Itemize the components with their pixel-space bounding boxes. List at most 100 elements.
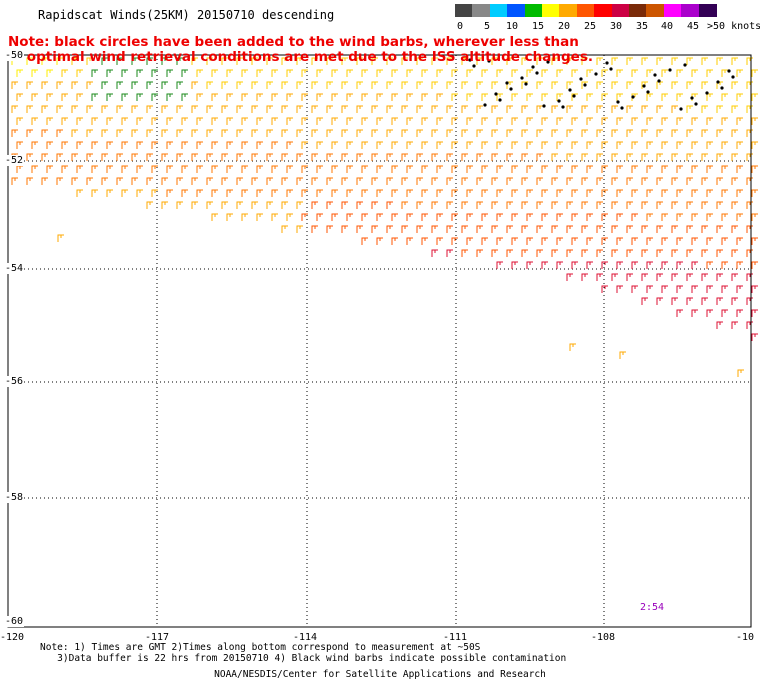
wind-barb <box>491 129 498 137</box>
wind-barb <box>706 93 713 101</box>
wind-barb <box>716 297 723 305</box>
wind-barb <box>506 201 513 209</box>
wind-barb <box>656 297 663 305</box>
wind-barb <box>56 177 63 185</box>
wind-barb <box>296 57 303 65</box>
wind-barb <box>721 69 728 77</box>
wind-barbs <box>11 57 758 377</box>
wind-barb <box>361 189 368 197</box>
wind-barb <box>211 69 218 77</box>
wind-barb <box>401 201 408 209</box>
wind-barb <box>341 57 348 65</box>
wind-barb <box>236 105 243 113</box>
wind-barb <box>601 285 608 293</box>
wind-barb <box>251 201 258 209</box>
wind-barb <box>176 153 183 161</box>
wind-barb <box>671 81 678 89</box>
wind-barb <box>451 93 458 101</box>
wind-barb <box>316 213 323 221</box>
wind-barb <box>566 57 573 65</box>
wind-barb <box>136 141 143 149</box>
wind-barb <box>196 93 203 101</box>
wind-barb <box>451 117 458 125</box>
wind-barb <box>166 165 173 173</box>
contamination-dot <box>557 99 561 103</box>
wind-barb <box>596 105 603 113</box>
wind-barb <box>226 69 233 77</box>
wind-barb <box>571 117 578 125</box>
wind-barb <box>421 141 428 149</box>
wind-barb <box>646 165 653 173</box>
lat-label-56: -56 <box>4 376 25 387</box>
wind-barb <box>191 57 198 65</box>
wind-barb <box>416 57 423 65</box>
wind-barb <box>686 201 693 209</box>
wind-barb <box>619 351 626 359</box>
wind-barb <box>416 225 423 233</box>
wind-barb <box>61 141 68 149</box>
wind-barb <box>476 201 483 209</box>
wind-barb <box>116 177 123 185</box>
wind-barb <box>461 225 468 233</box>
wind-barb <box>686 249 693 257</box>
wind-barb <box>481 141 488 149</box>
wind-barb <box>211 141 218 149</box>
lat-label-50: -50 <box>4 50 25 61</box>
wind-barb <box>71 129 78 137</box>
wind-barb <box>431 129 438 137</box>
wind-barb <box>331 213 338 221</box>
wind-barb <box>626 81 633 89</box>
wind-barb <box>631 285 638 293</box>
wind-barb <box>221 57 228 65</box>
wind-barb <box>331 93 338 101</box>
wind-barb <box>391 69 398 77</box>
wind-barb <box>731 225 738 233</box>
wind-barb <box>491 105 498 113</box>
wind-barb <box>721 261 728 269</box>
wind-barb <box>506 249 513 257</box>
wind-barb <box>346 213 353 221</box>
wind-barb <box>331 189 338 197</box>
wind-barb <box>241 213 248 221</box>
wind-barb <box>286 141 293 149</box>
wind-barb <box>146 153 153 161</box>
wind-barb <box>31 165 38 173</box>
wind-barb <box>701 129 708 137</box>
wind-barb <box>736 69 743 77</box>
contamination-dot <box>631 95 635 99</box>
wind-barb <box>436 69 443 77</box>
wind-barb <box>511 93 518 101</box>
wind-barb <box>431 177 438 185</box>
wind-barb <box>751 69 758 77</box>
wind-barb <box>271 213 278 221</box>
wind-barb <box>721 213 728 221</box>
wind-barb <box>121 93 128 101</box>
wind-barb <box>526 213 533 221</box>
wind-barb <box>46 93 53 101</box>
wind-barb <box>316 93 323 101</box>
wind-barb <box>536 105 543 113</box>
wind-barb <box>541 165 548 173</box>
legend-swatch <box>646 4 665 17</box>
wind-barb <box>751 213 758 221</box>
wind-barb <box>71 153 78 161</box>
wind-barb <box>56 129 63 137</box>
wind-barb <box>551 105 558 113</box>
wind-barb <box>751 141 758 149</box>
wind-barb <box>691 213 698 221</box>
wind-barb <box>461 153 468 161</box>
wind-barb <box>746 105 753 113</box>
wind-barb <box>751 93 758 101</box>
wind-barb <box>596 153 603 161</box>
wind-barb <box>191 81 198 89</box>
wind-barb <box>686 297 693 305</box>
wind-barb <box>76 93 83 101</box>
wind-barb <box>116 105 123 113</box>
wind-barb <box>446 81 453 89</box>
wind-barb <box>626 105 633 113</box>
wind-barb <box>641 105 648 113</box>
wind-barb <box>296 225 303 233</box>
wind-barb <box>451 237 458 245</box>
wind-barb <box>146 129 153 137</box>
wind-barb <box>746 57 753 65</box>
